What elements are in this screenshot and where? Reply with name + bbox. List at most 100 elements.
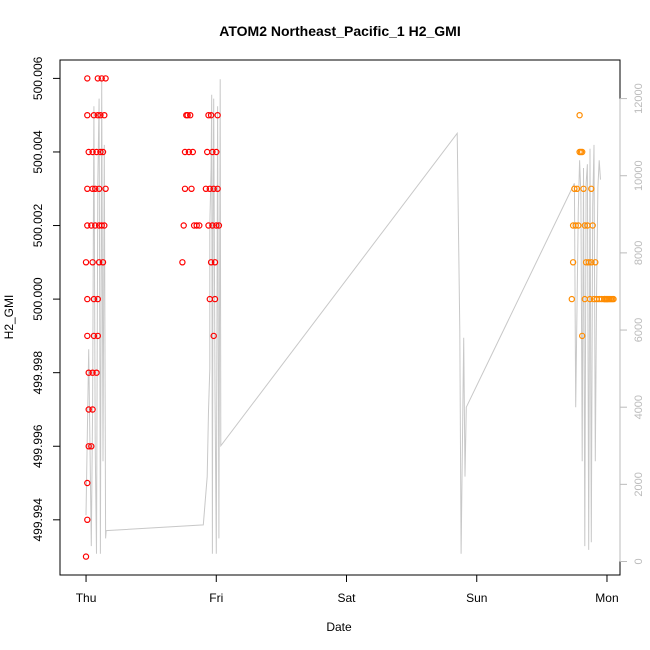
data-point [571,185,578,192]
y-axis-right: 0 2000 4000 6000 8000 10000 12000 [619,83,645,565]
data-point [84,185,91,192]
plot-frame [59,59,621,576]
x-axis-label: Date [326,620,352,634]
y-tick-label: 500.004 [31,130,45,174]
data-point [213,148,220,156]
data-point [93,369,100,376]
x-tick-label: Thu [76,591,97,605]
data-point [85,443,92,450]
data-point [82,553,90,560]
data-point [206,185,213,192]
data-point [101,222,108,229]
data-point [575,222,582,229]
data-point [98,75,105,82]
y-tick-label: 499.996 [31,424,45,468]
data-point [84,111,91,119]
series-1 [82,75,109,560]
data-point [94,295,102,303]
data-point [89,185,96,192]
chart-title: ATOM2 Northeast_Pacific_1 H2_GMI [219,23,460,39]
data-point [84,332,91,340]
y-right-tick-label: 4000 [633,395,645,419]
data-point [610,295,617,303]
data-point [181,148,189,156]
altitude-line-layer [85,79,601,554]
data-point [84,479,91,487]
data-point [185,148,193,156]
data-point [91,222,99,229]
data-point [568,295,576,303]
data-point [210,185,217,192]
data-point [85,148,92,156]
y-right-tick-label: 6000 [633,318,645,342]
data-point [573,185,581,192]
data-point [196,222,203,229]
data-point [90,332,98,340]
data-point [207,259,215,266]
data-point [85,369,92,376]
data-point [94,332,102,340]
data-point [209,148,216,156]
data-point [210,332,217,340]
data-point [101,111,108,119]
data-point [89,259,96,266]
data-point [601,295,608,303]
data-point [572,222,579,229]
data-point [180,222,187,229]
y-right-tick-label: 8000 [633,241,645,265]
data-point [211,295,219,303]
data-point [97,111,104,119]
data-point [589,222,596,229]
y-tick-label: 500.006 [31,56,45,100]
data-point [85,406,92,413]
y-right-tick-label: 12000 [633,83,645,114]
data-point [213,222,220,229]
y-right-tick-label: 2000 [633,472,645,496]
data-point [569,259,577,266]
data-point [179,259,186,266]
data-point [184,111,191,119]
data-point [98,222,105,229]
data-point [102,75,109,82]
data-point [579,332,586,340]
data-point [90,111,98,119]
data-point [585,259,592,266]
y-tick-label: 499.994 [31,498,45,542]
data-point [215,222,223,229]
data-point [205,111,212,119]
series-3 [568,111,617,340]
data-point [211,259,219,266]
data-point [603,295,611,303]
data-point [82,259,90,266]
data-point [588,185,595,192]
y-tick-label: 500.000 [31,277,45,321]
data-point [89,406,96,413]
data-point [181,185,189,192]
x-tick-label: Fri [209,591,223,605]
data-point [97,148,104,156]
y-tick-label: 499.998 [31,351,45,395]
data-point [88,443,95,450]
altitude-line [85,79,601,554]
data-point [209,222,216,229]
data-point [89,148,96,156]
y-axis-label: H2_GMI [2,295,16,340]
data-point [186,111,194,119]
data-point [90,295,98,303]
y-axis-left: 499.994 499.996 499.998 500.000 500.002 500.0… [31,56,61,542]
data-point [188,185,195,192]
data-point [581,222,589,229]
data-point [205,222,212,229]
data-point [89,369,96,376]
data-point [202,185,210,192]
y-right-tick-label: 0 [633,558,645,564]
data-point [94,75,102,82]
data-point [84,295,91,303]
data-point [588,259,595,266]
data-point [207,111,215,119]
data-point [214,111,221,119]
data-point [84,222,91,229]
x-tick-label: Sat [338,591,357,605]
data-point [88,222,95,229]
